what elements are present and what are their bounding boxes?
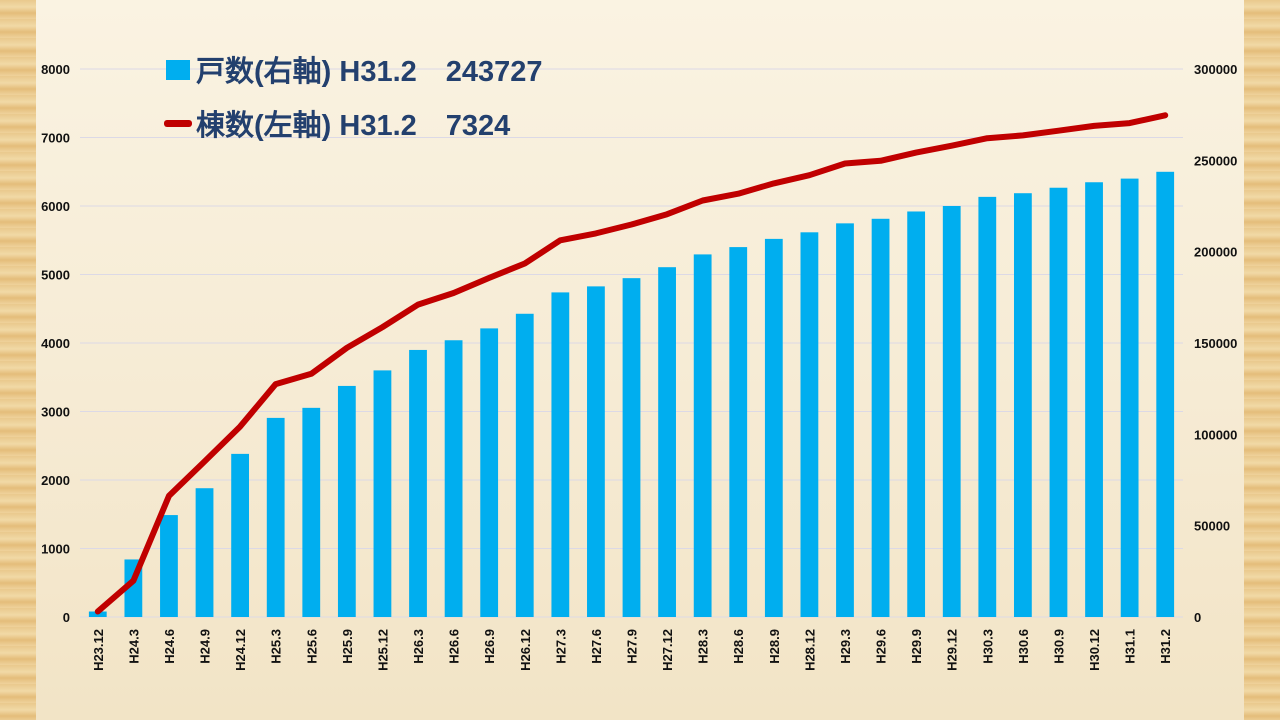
bar xyxy=(409,349,427,617)
bar xyxy=(515,313,534,617)
right-axis-ticks: 0 50000 100000 150000 200000 250000 300000 xyxy=(1194,62,1237,625)
y-left-tick-label: 1000 xyxy=(41,542,70,557)
bar xyxy=(231,453,250,617)
x-tick-label: H25.12 xyxy=(375,629,390,671)
bar xyxy=(729,247,748,617)
y-left-tick-label: 2000 xyxy=(41,473,70,488)
y-left-tick-label: 6000 xyxy=(41,199,70,214)
bar xyxy=(836,223,854,617)
legend-label-line: 棟数(左軸) H31.2 7324 xyxy=(196,109,510,142)
x-tick-label: H28.3 xyxy=(696,629,711,664)
x-tick-label: H31.2 xyxy=(1158,629,1173,664)
bar xyxy=(907,211,926,618)
y-left-tick-label: 0 xyxy=(63,610,70,625)
x-tick-label: H24.12 xyxy=(233,629,248,671)
x-tick-label: H25.3 xyxy=(269,629,284,664)
x-tick-label: H28.6 xyxy=(731,629,746,664)
bar xyxy=(1085,182,1103,617)
bar xyxy=(444,340,463,617)
y-right-tick-label: 200000 xyxy=(1194,245,1237,260)
x-tick-label: H29.3 xyxy=(838,629,853,664)
y-left-tick-label: 3000 xyxy=(41,405,70,420)
bar xyxy=(1156,171,1175,618)
bar xyxy=(622,278,641,617)
bar xyxy=(658,267,676,617)
x-tick-label: H24.3 xyxy=(126,629,141,664)
bar xyxy=(800,232,819,617)
legend-swatch-bar xyxy=(166,60,190,80)
decorative-frame-left xyxy=(0,0,36,720)
x-tick-label: H29.9 xyxy=(909,629,924,664)
x-tick-label: H24.9 xyxy=(198,629,213,664)
y-right-tick-label: 150000 xyxy=(1194,336,1237,351)
bar xyxy=(373,370,392,617)
y-left-tick-label: 8000 xyxy=(41,62,70,77)
bar xyxy=(302,407,321,617)
left-axis-ticks: 0 1000 2000 3000 4000 5000 6000 7000 8000 xyxy=(41,62,70,625)
x-tick-label: H28.9 xyxy=(767,629,782,664)
bar xyxy=(942,206,961,617)
bar xyxy=(1049,187,1068,617)
line-series xyxy=(94,112,1169,615)
y-right-tick-label: 300000 xyxy=(1194,62,1237,77)
y-right-tick-label: 0 xyxy=(1194,610,1201,625)
x-tick-label: H30.3 xyxy=(980,629,995,664)
x-tick-label: H29.12 xyxy=(945,629,960,671)
x-tick-label: H26.12 xyxy=(518,629,533,671)
x-tick-label: H30.9 xyxy=(1051,629,1066,664)
bar xyxy=(693,254,712,617)
legend: 戸数(右軸) H31.2 243727 棟数(左軸) H31.2 7324 xyxy=(164,55,543,142)
x-tick-label: H26.6 xyxy=(447,629,462,664)
x-tick-label: H27.12 xyxy=(660,629,675,671)
legend-swatch-line xyxy=(164,120,192,127)
y-left-tick-label: 4000 xyxy=(41,336,70,351)
y-left-tick-label: 7000 xyxy=(41,131,70,146)
bar xyxy=(1120,178,1139,617)
bar xyxy=(764,238,783,617)
x-tick-label: H31.1 xyxy=(1123,629,1138,664)
x-tick-label: H27.9 xyxy=(625,629,640,664)
x-tick-label: H23.12 xyxy=(91,629,106,671)
bar xyxy=(160,515,178,617)
x-tick-label: H30.6 xyxy=(1016,629,1031,664)
bar xyxy=(195,488,214,617)
x-tick-label: H27.3 xyxy=(553,629,568,664)
x-tick-label: H26.9 xyxy=(482,629,497,664)
y-left-tick-label: 5000 xyxy=(41,268,70,283)
bar xyxy=(337,385,356,617)
series-line xyxy=(94,112,1169,615)
x-tick-label: H30.12 xyxy=(1087,629,1102,671)
bar-series xyxy=(88,171,1175,618)
y-right-tick-label: 50000 xyxy=(1194,519,1230,534)
y-right-tick-label: 100000 xyxy=(1194,427,1237,442)
bar xyxy=(1013,193,1032,618)
bar xyxy=(266,417,285,617)
bar xyxy=(551,292,570,617)
x-tick-label: H27.6 xyxy=(589,629,604,664)
bar xyxy=(978,196,997,617)
bar xyxy=(871,218,890,617)
x-tick-label: H24.6 xyxy=(162,629,177,664)
x-tick-label: H29.6 xyxy=(874,629,889,664)
x-tick-label: H25.9 xyxy=(340,629,355,664)
bar xyxy=(587,286,605,617)
x-tick-label: H25.6 xyxy=(304,629,319,664)
y-right-tick-label: 250000 xyxy=(1194,153,1237,168)
x-tick-label: H26.3 xyxy=(411,629,426,664)
x-tick-label: H28.12 xyxy=(802,629,817,671)
decorative-frame-right xyxy=(1244,0,1280,720)
legend-label-bar: 戸数(右軸) H31.2 243727 xyxy=(196,55,543,88)
x-axis-ticks: H23.12 H24.3 H24.6 H24.9 H24.12 H25.3 H25.6 H25… xyxy=(91,629,1173,671)
bar xyxy=(480,328,499,617)
